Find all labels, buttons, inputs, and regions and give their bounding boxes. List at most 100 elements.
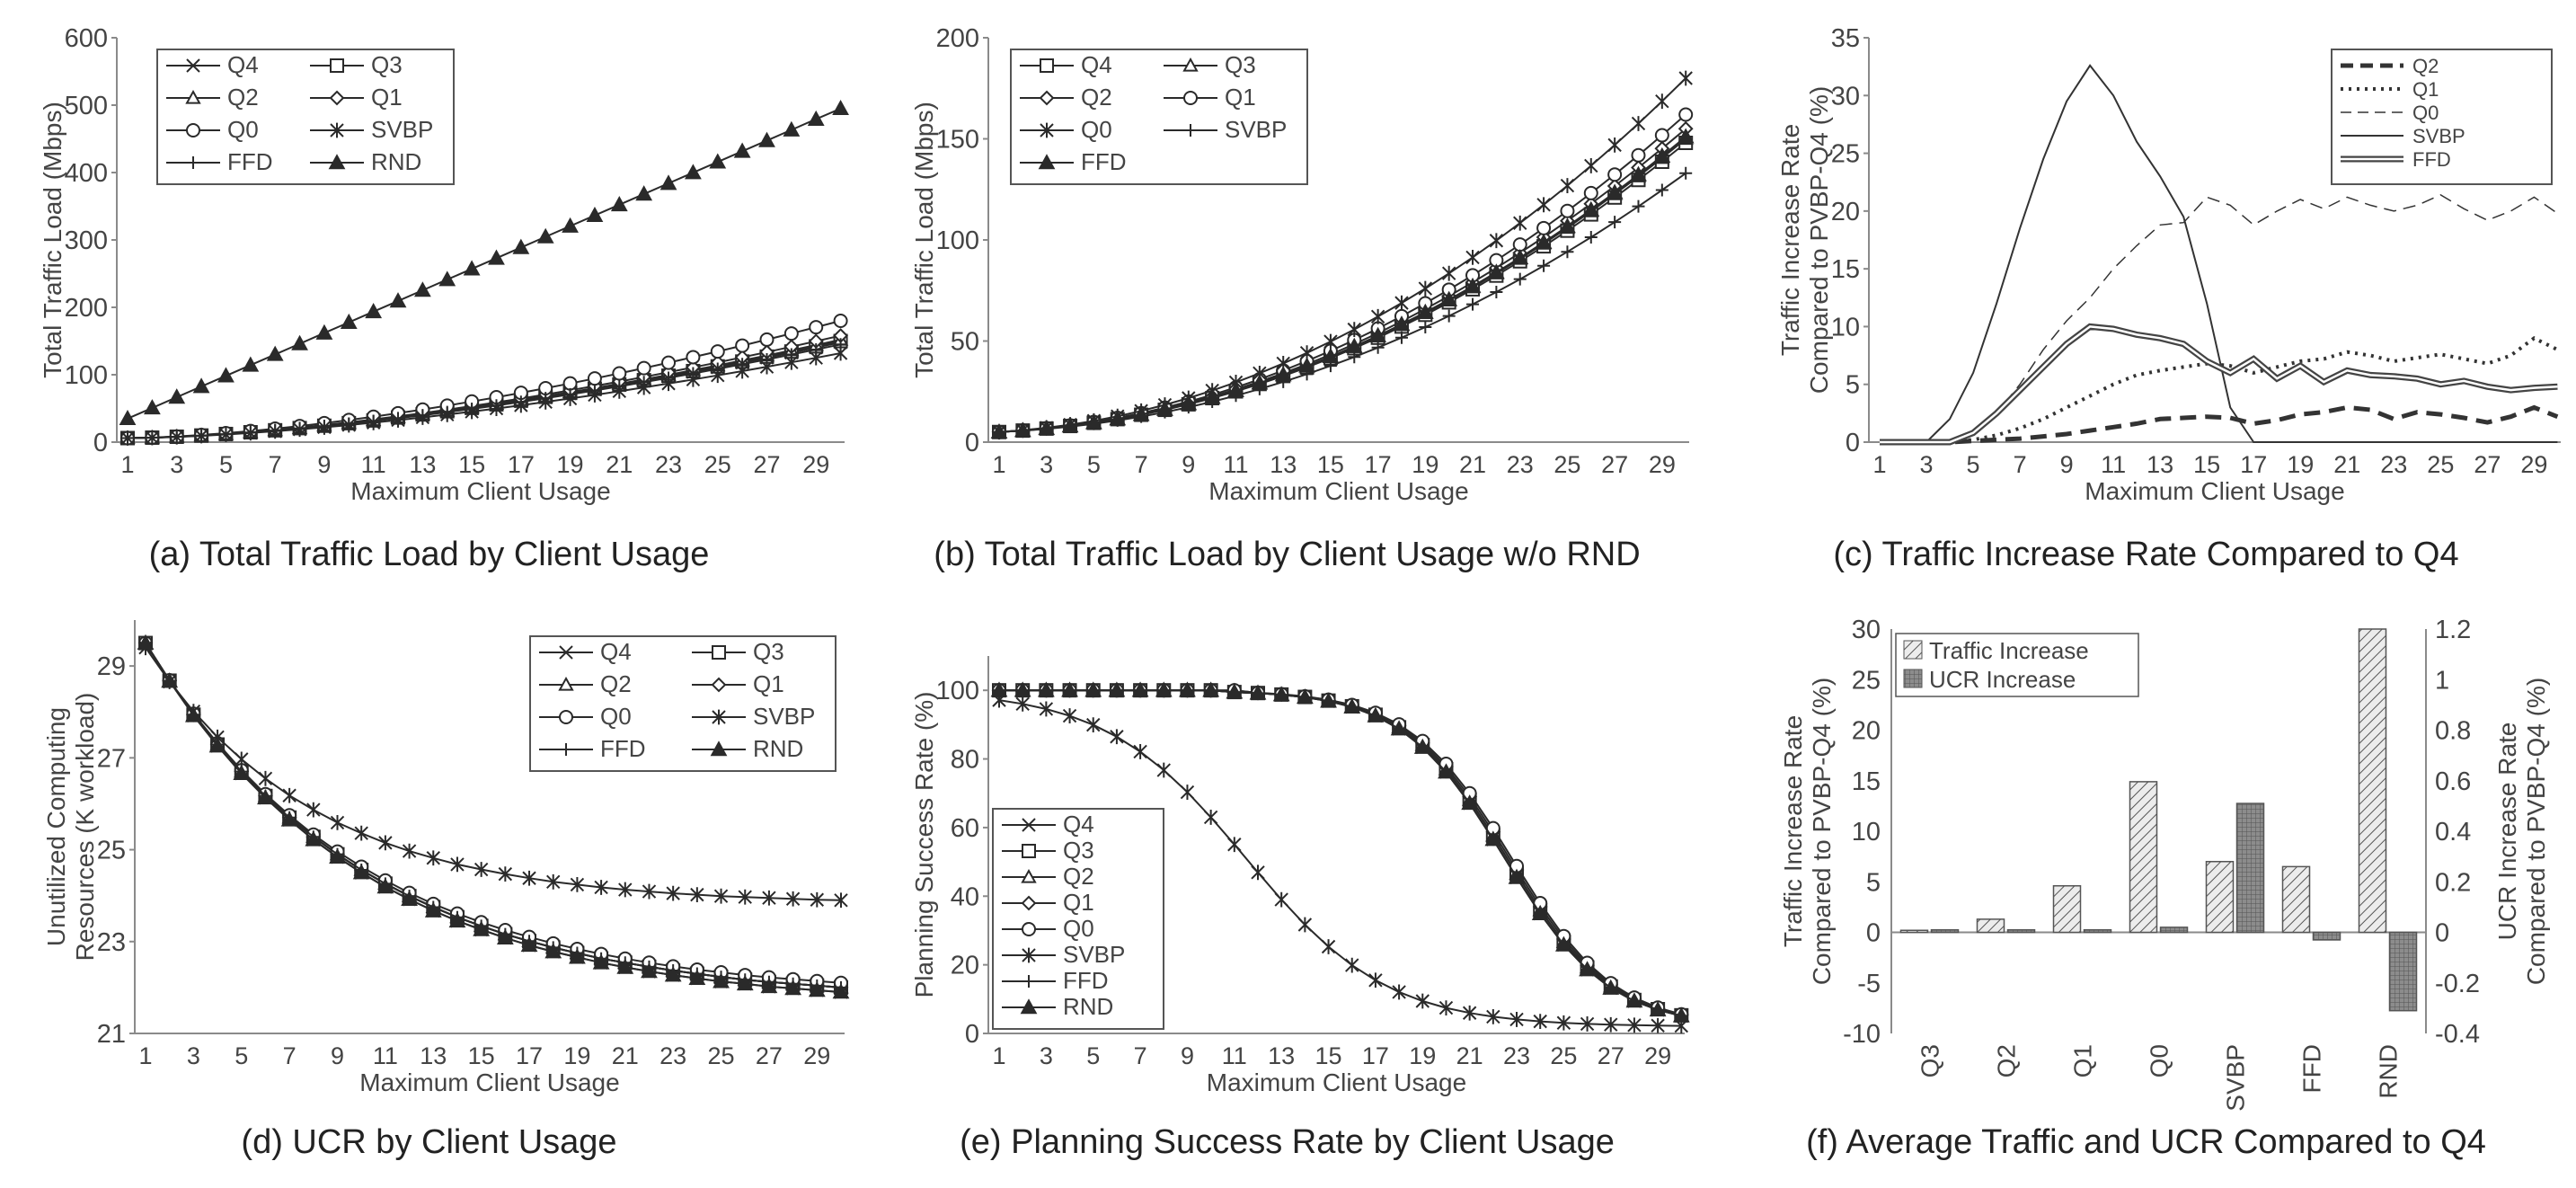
series-svbp-point-16	[1345, 957, 1359, 973]
legend-label-svbp: SVBP	[753, 703, 815, 730]
legend-label-q0: Q0	[227, 116, 259, 143]
x-tick-label: 3	[1040, 1042, 1053, 1069]
series-q0-point-30	[833, 314, 848, 328]
bar-traffic-q0	[2129, 781, 2158, 934]
legend-marker-q2	[1039, 90, 1055, 106]
legend-label-ffd: FFD	[2412, 148, 2451, 171]
series-q2-path	[1880, 404, 2559, 445]
y-tick-label: 25	[1852, 666, 1881, 695]
x-tick-label: 25	[1554, 451, 1580, 478]
series-svbp-point-13	[1274, 891, 1288, 908]
x-tick-label: 5	[1087, 451, 1101, 478]
y-axis-label: Traffic Increase Rate	[1776, 124, 1804, 356]
series-ffd-point-15	[1322, 347, 1340, 364]
series-ffd-point-27	[760, 352, 774, 366]
series-svbp-line	[998, 172, 1686, 433]
series-rnd-point-4	[208, 737, 226, 753]
legend-marker-q2	[1021, 868, 1037, 883]
series-svbp-point-5	[1086, 717, 1101, 733]
y-tick-label: 5	[1866, 868, 1881, 897]
series-rnd-point-14	[448, 912, 466, 928]
series-ffd-point-22	[1487, 263, 1505, 279]
series-q2-line	[127, 339, 841, 439]
x-tick-label: 21	[1456, 1042, 1483, 1069]
series-ffd-point-9	[1180, 395, 1198, 411]
x-axis-label: Maximum Client Usage	[2085, 477, 2344, 505]
series-q0-point-22	[636, 360, 651, 376]
series-rnd-point-8	[305, 830, 323, 847]
series-ffd-point-14	[440, 405, 454, 419]
x-tick-label: 15	[1317, 451, 1344, 478]
legend-marker-q3	[1022, 844, 1036, 858]
series-rnd-point-29	[808, 981, 826, 997]
x-category-label: FFD	[2298, 1044, 2326, 1093]
x-tick-label: 13	[409, 451, 436, 478]
x-tick-label: 1	[1872, 451, 1886, 478]
x-tick-label: 9	[1181, 1042, 1194, 1069]
series-q0-point-15	[1323, 333, 1338, 350]
series-q1-point-27	[1607, 167, 1623, 182]
series-svbp-point-10	[354, 825, 368, 841]
x-axis-label: Maximum Client Usage	[359, 1068, 619, 1096]
series-svbp-point-7	[1133, 744, 1147, 759]
series-ffd-point-21	[1464, 277, 1482, 293]
series-rnd-point-28	[784, 980, 801, 996]
series-rnd-point-19	[1413, 738, 1431, 754]
x-tick-label: 9	[317, 451, 331, 478]
series-ffd-point-7	[269, 424, 282, 438]
series-rnd-point-13	[413, 281, 431, 297]
y-tick-label: 29	[97, 652, 126, 681]
series-ffd-point-19	[1416, 303, 1434, 319]
y-axis-label-line2: Compared to PVBP-Q4 (%)	[1805, 86, 1833, 394]
x-tick-label: 13	[1270, 451, 1297, 478]
legend-marker-rnd	[710, 740, 728, 757]
series-svbp-point-27	[1608, 216, 1622, 229]
series-ffd-point-14	[1298, 357, 1315, 373]
series-q4-line	[127, 341, 841, 439]
legend-label-ucr: UCR Increase	[1929, 666, 2076, 693]
chart-panel-c: 0 5 10 15 20 25 30 35 1 3 5 7 9 11 13 15 17 19 21 23 25 27 29 M…	[1716, 0, 2576, 593]
series-q0-point-20	[587, 371, 602, 386]
chart-d-legend: Q4 Q3 Q2 Q1 Q0 SVBP FFD RND	[529, 635, 837, 772]
series-ffd-point-25	[711, 362, 724, 376]
series-rnd-point-20	[586, 206, 604, 223]
series-rnd-point-4	[1061, 681, 1078, 697]
legend-marker-q1	[711, 677, 727, 693]
series-ffd-point-28	[1630, 165, 1647, 182]
series-ffd-point-24	[686, 367, 700, 380]
series-svbp-point-6	[258, 770, 273, 786]
series-rnd-point-30	[832, 983, 850, 999]
series-rnd-point-3	[1037, 681, 1055, 697]
x-tick-label: 27	[753, 451, 780, 478]
y-tick-label: 30	[1831, 82, 1860, 111]
x-tick-label: 1	[992, 451, 1005, 478]
series-svbp-point-27	[762, 890, 776, 906]
series-svbp-point-26	[1584, 231, 1598, 244]
x-tick-label: 23	[655, 451, 682, 478]
y-tick-label: 500	[65, 92, 108, 120]
series-svbp-path	[1880, 64, 2558, 443]
series-ffd-point-2	[1014, 421, 1031, 438]
y-tick-label: 30	[1852, 616, 1881, 644]
legend-marker-rnd	[1020, 998, 1038, 1015]
series-rnd-point-27	[1602, 979, 1620, 995]
series-rnd-point-1	[137, 634, 155, 650]
y2-tick-label: -0.4	[2435, 1020, 2480, 1049]
y-tick-label: 20	[1831, 198, 1860, 226]
series-rnd-point-10	[340, 313, 358, 329]
series-rnd-point-28	[783, 120, 801, 137]
series-svbp-point-25	[1556, 1015, 1571, 1031]
legend-label-rnd: RND	[753, 735, 803, 762]
y-tick-label: 25	[1831, 140, 1860, 169]
x-tick-label: 15	[458, 451, 485, 478]
series-svbp-point-29	[1655, 183, 1669, 197]
legend-label-q0: Q0	[1081, 116, 1112, 143]
x-axis-label: Maximum Client Usage	[1207, 1068, 1466, 1096]
x-tick-label: 11	[1223, 451, 1248, 478]
chart-e-plot	[990, 681, 1690, 1033]
x-tick-label: 7	[283, 1042, 297, 1069]
series-svbp-point-30	[834, 892, 848, 909]
chart-panel-a: 0 100 200 300 400 500 600 1 3 5 7 9 11 13 15 17 19 21 23 25…	[0, 0, 858, 593]
series-rnd-point-21	[610, 196, 628, 212]
y-tick-label: 10	[1831, 313, 1860, 341]
